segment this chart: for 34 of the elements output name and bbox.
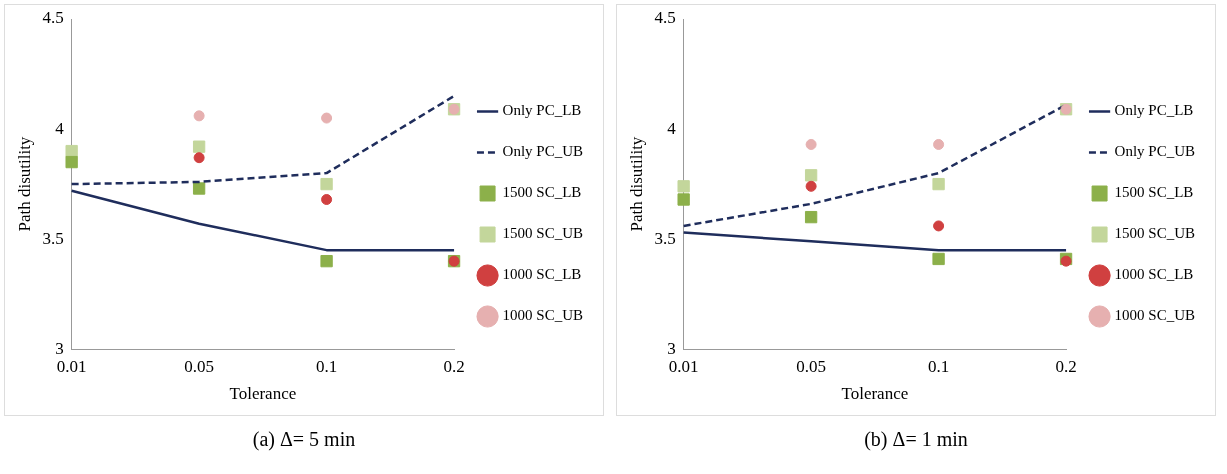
legend-label: 1500 SC_LB bbox=[502, 184, 582, 201]
legend-label: Only PC_UB bbox=[502, 143, 583, 160]
x-tick-label: 0.05 bbox=[184, 356, 214, 376]
legend-label: 1000 SC_UB bbox=[502, 307, 583, 324]
y-tick-label: 4.5 bbox=[42, 8, 64, 28]
x-tick-label: 0.1 bbox=[315, 356, 338, 376]
y-tick-label: 3.5 bbox=[654, 228, 676, 248]
legend-label: 1000 SC_UB bbox=[1114, 307, 1195, 324]
legend-label: Only PC_LB bbox=[1114, 102, 1194, 119]
x-tick-label: 0.01 bbox=[668, 356, 699, 376]
y-tick-label: 4 bbox=[55, 118, 65, 138]
legend-label: 1000 SC_LB bbox=[502, 266, 582, 283]
y-tick-label: 4 bbox=[667, 118, 677, 138]
legend-label: 1500 SC_UB bbox=[502, 225, 583, 242]
y-axis-title: Path disutility bbox=[14, 136, 34, 232]
text: (b) Δ= 1 min bbox=[863, 428, 969, 451]
legend-label: Only PC_LB bbox=[502, 102, 582, 119]
x-tick-label: 0.2 bbox=[443, 356, 465, 376]
legend-label: 1500 SC_LB bbox=[1114, 184, 1194, 201]
text: (a) Δ= 5 min bbox=[251, 428, 357, 451]
y-tick-label: 3 bbox=[667, 338, 676, 358]
legend-label: Only PC_UB bbox=[1114, 143, 1195, 160]
y-tick-label: 3.5 bbox=[42, 228, 64, 248]
x-tick-label: 0.1 bbox=[927, 356, 950, 376]
legend-label: 1000 SC_LB bbox=[1114, 266, 1194, 283]
x-tick-label: 0.01 bbox=[56, 356, 87, 376]
y-tick-label: 4.5 bbox=[654, 8, 676, 28]
y-axis-title: Path disutility bbox=[626, 136, 646, 232]
x-tick-label: 0.05 bbox=[796, 356, 826, 376]
legend-label: 1500 SC_UB bbox=[1114, 225, 1195, 242]
y-tick-label: 3 bbox=[55, 338, 64, 358]
x-axis-title: Tolerance bbox=[229, 384, 297, 404]
x-tick-label: 0.2 bbox=[1055, 356, 1077, 376]
x-axis-title: Tolerance bbox=[841, 384, 909, 404]
